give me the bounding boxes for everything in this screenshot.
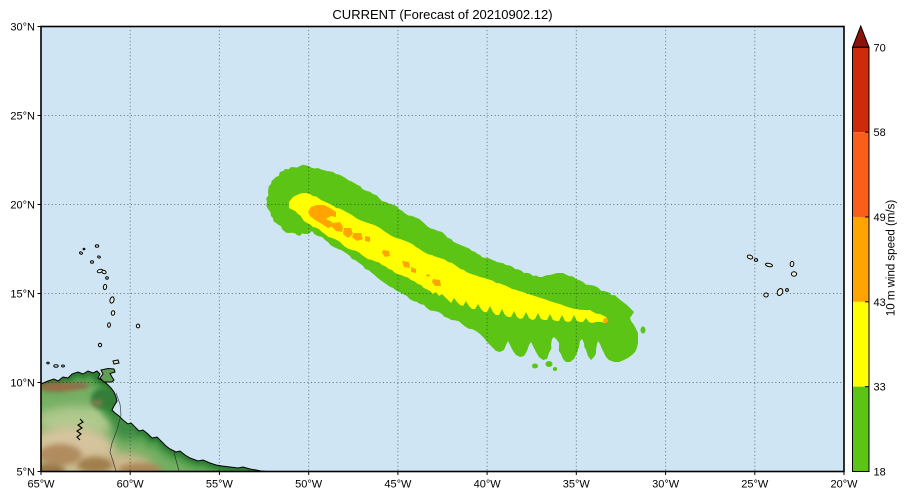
svg-text:60°W: 60°W [117, 479, 145, 491]
svg-text:58: 58 [874, 127, 886, 139]
svg-text:33: 33 [874, 382, 886, 394]
svg-text:40°W: 40°W [474, 479, 502, 491]
svg-text:5°N: 5°N [17, 467, 36, 479]
svg-text:65°W: 65°W [27, 479, 55, 491]
svg-text:30°N: 30°N [10, 22, 35, 34]
svg-text:45°W: 45°W [384, 479, 412, 491]
svg-text:10 m wind speed (m/s): 10 m wind speed (m/s) [886, 200, 898, 316]
svg-text:49: 49 [874, 212, 886, 224]
svg-text:18: 18 [874, 467, 886, 479]
svg-text:25°N: 25°N [10, 111, 35, 123]
svg-text:CURRENT (Forecast of 20210902.: CURRENT (Forecast of 20210902.12) [332, 7, 552, 22]
svg-text:43: 43 [874, 297, 886, 309]
svg-text:20°N: 20°N [10, 200, 35, 212]
svg-text:50°W: 50°W [295, 479, 323, 491]
svg-text:55°W: 55°W [206, 479, 234, 491]
svg-text:30°W: 30°W [652, 479, 680, 491]
svg-text:10°N: 10°N [10, 378, 35, 390]
svg-text:70: 70 [874, 42, 886, 54]
svg-text:25°W: 25°W [741, 479, 769, 491]
svg-text:35°W: 35°W [563, 479, 591, 491]
svg-text:15°N: 15°N [10, 289, 35, 301]
svg-text:20°W: 20°W [830, 479, 858, 491]
